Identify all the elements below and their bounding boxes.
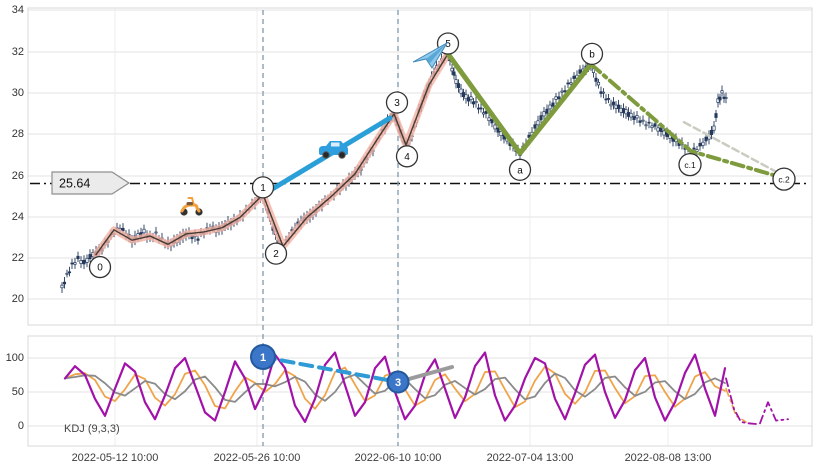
impulse-wave-line[interactable] [92, 50, 452, 259]
svg-text:a: a [517, 165, 523, 176]
wave-label-c.2[interactable]: c.2 [772, 167, 796, 191]
car-icon[interactable] [319, 141, 348, 159]
wave-label-1[interactable]: 1 [251, 176, 275, 199]
price-tick-34: 34 [11, 4, 24, 16]
svg-text:c.2: c.2 [778, 175, 790, 185]
wave-label-a[interactable]: a [508, 158, 532, 181]
green-projection-line[interactable] [589, 62, 786, 181]
svg-text:5: 5 [445, 39, 451, 50]
price-tick-24: 24 [11, 211, 24, 223]
svg-text:c.1: c.1 [684, 160, 696, 170]
kdj-blue-link-line[interactable] [261, 355, 400, 384]
svg-text:4: 4 [404, 152, 410, 163]
candles-layer [60, 49, 728, 293]
svg-text:3: 3 [395, 377, 401, 389]
airplane-icon[interactable] [412, 41, 449, 69]
svg-text:3: 3 [394, 98, 400, 109]
scooter-icon[interactable] [180, 197, 203, 216]
price-tick-26: 26 [11, 170, 24, 182]
wave-label-2[interactable]: 2 [264, 242, 288, 265]
kdj-orange-tail [725, 387, 747, 423]
gray-projection-line[interactable] [682, 120, 786, 178]
svg-text:0: 0 [97, 263, 103, 274]
kdj-tick-50: 50 [11, 386, 24, 398]
kdj-marker-3[interactable]: 3 [386, 370, 410, 394]
price-tick-30: 30 [11, 87, 24, 99]
wave-label-3[interactable]: 3 [385, 91, 409, 114]
kdj-marker-1[interactable]: 1 [250, 344, 276, 370]
svg-text:b: b [589, 49, 595, 60]
price-badge-value: 25.64 [59, 177, 90, 191]
wave-label-0[interactable]: 0 [88, 255, 112, 279]
time-tick-3: 2022-06-10 10:00 [354, 452, 442, 464]
kdj-indicator-label: KDJ (9,3,3) [64, 423, 120, 435]
svg-text:1: 1 [260, 352, 266, 364]
svg-text:1: 1 [260, 183, 266, 194]
kdj-tick-0: 0 [17, 420, 24, 432]
svg-text:2: 2 [273, 249, 279, 260]
wave-label-4[interactable]: 4 [395, 145, 419, 168]
price-tick-32: 32 [11, 46, 24, 58]
time-tick-5: 2022-08-08 13:00 [624, 452, 712, 464]
kdj-purple-tail [725, 377, 757, 425]
kdj-purple-tail [759, 401, 789, 425]
price-badge[interactable]: 25.64 [51, 171, 131, 195]
time-tick-4: 2022-07-04 13:00 [486, 452, 574, 464]
price-tick-22: 22 [11, 252, 24, 264]
time-tick-2: 2022-05-26 10:00 [213, 452, 301, 464]
price-badge-arrow [51, 171, 131, 195]
kdj-tick-100: 100 [5, 352, 24, 364]
wave-label-b[interactable]: b [580, 42, 604, 66]
time-tick-1: 2022-05-12 10:00 [71, 452, 159, 464]
price-tick-28: 28 [11, 128, 24, 140]
price-tick-20: 20 [11, 293, 24, 305]
wave-label-c.1[interactable]: c.1 [678, 152, 702, 177]
green-trend-line[interactable] [445, 51, 594, 156]
